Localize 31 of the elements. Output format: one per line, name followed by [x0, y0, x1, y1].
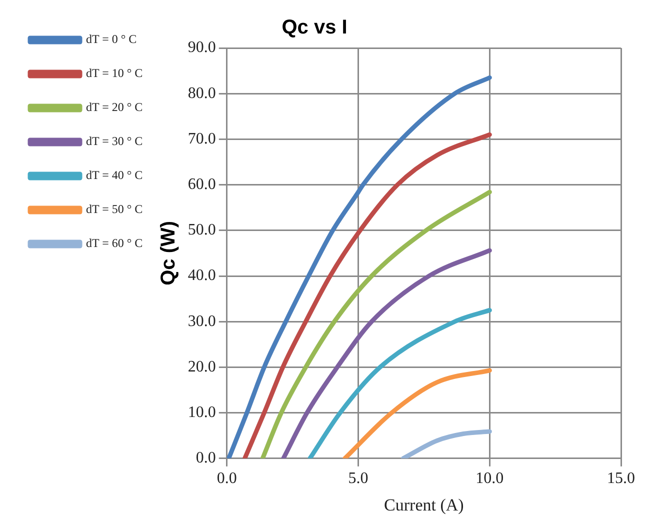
- y-tick-label: 90.0: [188, 39, 216, 56]
- line-series: [242, 132, 492, 458]
- line-series: [342, 368, 492, 458]
- y-tick-label: 20.0: [188, 358, 216, 376]
- legend-label: dT = 60 ° C: [86, 236, 143, 250]
- legend-label: dT = 50 ° C: [86, 202, 143, 216]
- y-tick-label: 30.0: [188, 312, 216, 330]
- line-series: [308, 308, 492, 458]
- line-series: [226, 75, 492, 458]
- y-tick-label: 60.0: [188, 176, 216, 194]
- legend-label: dT = 0 ° C: [86, 32, 137, 46]
- y-tick-label: 80.0: [188, 84, 216, 102]
- y-axis-title: Qc (W): [157, 220, 180, 286]
- legend-label: dT = 20 ° C: [86, 100, 143, 114]
- y-tick-label: 70.0: [188, 130, 216, 148]
- chart-title: Qc vs I: [282, 16, 348, 39]
- x-tick-label: 5.0: [348, 470, 368, 488]
- legend-label: dT = 10 ° C: [86, 66, 143, 80]
- x-tick-label: 0.0: [216, 470, 237, 488]
- x-tick-label: 15.0: [607, 470, 635, 488]
- x-axis-title: Current (A): [384, 495, 464, 514]
- y-tick-label: 0.0: [196, 450, 216, 467]
- legend-label: dT = 30 ° C: [86, 134, 143, 148]
- x-tick-label: 10.0: [476, 470, 504, 488]
- line-series: [260, 190, 492, 458]
- y-tick-label: 40.0: [188, 267, 216, 284]
- line-series: [281, 248, 492, 458]
- line-series: [400, 429, 492, 458]
- y-tick-label: 50.0: [188, 222, 216, 239]
- y-tick-label: 10.0: [188, 404, 216, 422]
- legend-label: dT = 40 ° C: [86, 168, 143, 182]
